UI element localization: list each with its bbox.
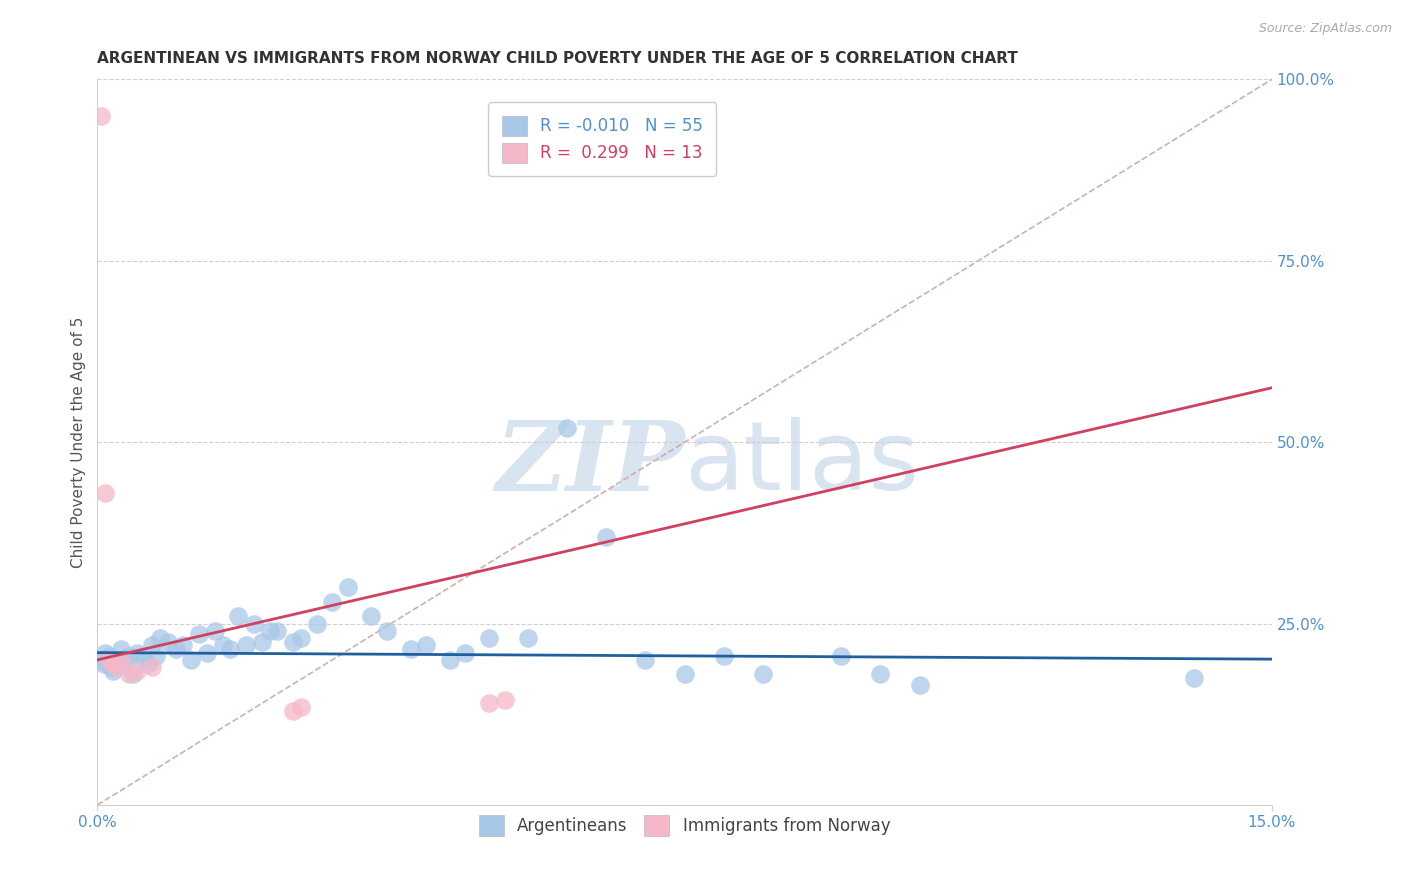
Point: [173, 639, 195, 653]
Text: atlas: atlas: [685, 417, 920, 510]
Point: [204, 624, 226, 638]
Point: [908, 678, 931, 692]
Point: [110, 642, 132, 657]
Point: [336, 580, 359, 594]
Point: [90, 653, 112, 667]
Point: [136, 657, 159, 671]
Point: [290, 700, 312, 714]
Point: [141, 660, 163, 674]
Point: [145, 649, 167, 664]
Point: [118, 649, 141, 664]
Point: [595, 529, 617, 543]
Point: [281, 704, 304, 718]
Point: [869, 667, 891, 681]
Y-axis label: Child Poverty Under the Age of 5: Child Poverty Under the Age of 5: [72, 317, 86, 568]
Point: [439, 653, 461, 667]
Point: [188, 627, 211, 641]
Point: [235, 639, 257, 653]
Point: [259, 624, 281, 638]
Point: [555, 420, 578, 434]
Point: [226, 609, 249, 624]
Point: [98, 653, 121, 667]
Point: [454, 646, 477, 660]
Point: [281, 634, 304, 648]
Text: ZIP: ZIP: [495, 417, 685, 511]
Point: [101, 664, 124, 678]
Point: [634, 653, 657, 667]
Text: ARGENTINEAN VS IMMIGRANTS FROM NORWAY CHILD POVERTY UNDER THE AGE OF 5 CORRELATI: ARGENTINEAN VS IMMIGRANTS FROM NORWAY CH…: [97, 51, 1018, 66]
Point: [165, 642, 187, 657]
Point: [713, 649, 735, 664]
Point: [110, 653, 132, 667]
Point: [105, 660, 128, 674]
Point: [121, 667, 143, 681]
Point: [156, 634, 179, 648]
Point: [195, 646, 218, 660]
Legend: Argentineans, Immigrants from Norway: Argentineans, Immigrants from Norway: [471, 807, 898, 844]
Point: [149, 631, 172, 645]
Point: [360, 609, 382, 624]
Point: [752, 667, 775, 681]
Point: [211, 639, 233, 653]
Point: [101, 657, 124, 671]
Point: [94, 486, 117, 500]
Point: [375, 624, 398, 638]
Point: [478, 631, 501, 645]
Point: [673, 667, 696, 681]
Point: [415, 639, 437, 653]
Point: [478, 697, 501, 711]
Point: [90, 109, 112, 123]
Point: [98, 649, 121, 664]
Point: [105, 653, 128, 667]
Point: [125, 646, 148, 660]
Point: [305, 616, 328, 631]
Point: [266, 624, 288, 638]
Point: [321, 595, 343, 609]
Point: [399, 642, 422, 657]
Point: [118, 667, 141, 681]
Point: [94, 646, 117, 660]
Point: [219, 642, 242, 657]
Point: [1182, 671, 1205, 685]
Point: [494, 693, 516, 707]
Text: Source: ZipAtlas.com: Source: ZipAtlas.com: [1258, 22, 1392, 36]
Point: [830, 649, 852, 664]
Point: [93, 657, 115, 671]
Point: [243, 616, 266, 631]
Point: [114, 657, 136, 671]
Point: [290, 631, 312, 645]
Point: [250, 634, 273, 648]
Point: [141, 639, 163, 653]
Point: [134, 653, 156, 667]
Point: [125, 664, 148, 678]
Point: [180, 653, 202, 667]
Point: [517, 631, 540, 645]
Point: [100, 660, 122, 674]
